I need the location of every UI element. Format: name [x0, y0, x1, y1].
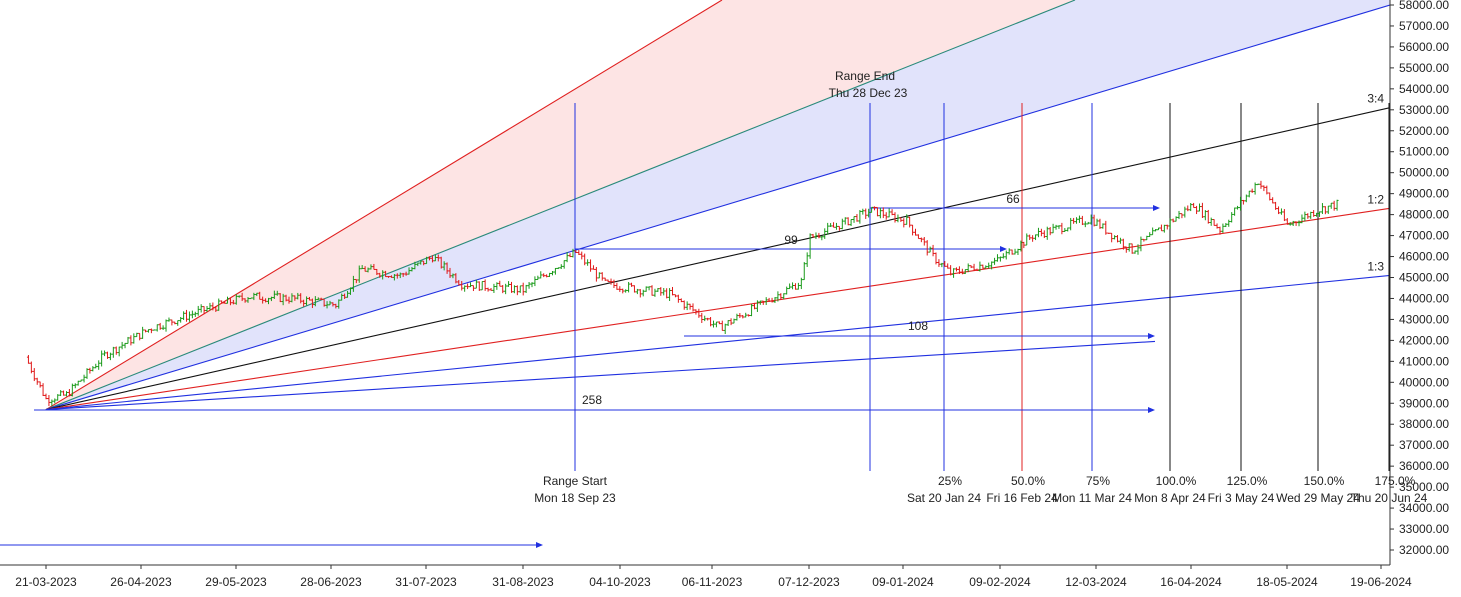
range-arrow-head [1148, 407, 1155, 413]
fan-line [45, 0, 723, 411]
range-start-date: Mon 18 Sep 23 [534, 491, 616, 505]
fan-label: 1:2 [1367, 192, 1384, 206]
x-tick-label: 12-03-2024 [1065, 575, 1127, 589]
y-tick-label: 54000.00 [1399, 82, 1449, 96]
fan-fill-blue [46, 0, 1390, 410]
y-tick-label: 34000.00 [1399, 501, 1449, 515]
y-tick-label: 52000.00 [1399, 124, 1449, 138]
x-tick-label: 06-11-2023 [682, 575, 743, 589]
arrow-label: 66 [1006, 192, 1020, 206]
x-tick-label: 09-01-2024 [872, 575, 934, 589]
y-tick-label: 38000.00 [1399, 417, 1449, 431]
arrow-label: 258 [582, 393, 602, 407]
y-tick-label: 48000.00 [1399, 208, 1449, 222]
y-tick-label: 33000.00 [1399, 522, 1449, 536]
y-tick-label: 41000.00 [1399, 354, 1449, 368]
y-tick-label: 42000.00 [1399, 333, 1449, 347]
x-tick-label: 29-05-2023 [205, 575, 267, 589]
range-end-date: Thu 28 Dec 23 [829, 86, 908, 100]
fan-label: 3:4 [1367, 92, 1384, 106]
y-tick-label: 40000.00 [1399, 375, 1449, 389]
y-tick-label: 58000.00 [1399, 0, 1449, 12]
fan-line [45, 274, 1390, 411]
x-tick-label: 04-10-2023 [589, 575, 651, 589]
axes-layer: 32000.00 33000.00 34000.00 35000.00 36000.00… [0, 0, 1449, 589]
range-end-label: Range End [835, 69, 895, 83]
fan-label: 1:3 [1367, 259, 1384, 273]
y-tick-label: 47000.00 [1399, 229, 1449, 243]
y-tick-label: 50000.00 [1399, 166, 1449, 180]
x-tick-label: 28-06-2023 [300, 575, 362, 589]
range-start-label: Range Start [543, 474, 608, 488]
x-tick-label: 31-08-2023 [492, 575, 554, 589]
projection-pct: 50.0% [1011, 474, 1045, 488]
y-tick-label: 32000.00 [1399, 543, 1449, 557]
arrow-label: 108 [908, 319, 928, 333]
range-arrow-head [1000, 246, 1007, 252]
y-tick-label: 55000.00 [1399, 61, 1449, 75]
annotations-layer: 1:1 3:4 1:2 1:3 Range Start Mon 18 Sep 23 Rang… [534, 0, 1427, 505]
y-tick-label: 57000.00 [1399, 19, 1449, 33]
x-tick-label: 07-12-2023 [778, 575, 840, 589]
projection-pct: 125.0% [1227, 474, 1268, 488]
y-tick-label: 43000.00 [1399, 312, 1449, 326]
x-tick-label: 26-04-2023 [110, 575, 172, 589]
y-tick-label: 36000.00 [1399, 459, 1449, 473]
projection-pct: 150.0% [1304, 474, 1345, 488]
x-tick-label: 09-02-2024 [969, 575, 1031, 589]
fan-line [45, 0, 1076, 411]
fan-lines-layer [45, 0, 1390, 411]
projection-pct: 75% [1086, 474, 1110, 488]
x-tick-label: 21-03-2023 [15, 575, 77, 589]
x-tick-label: 19-06-2024 [1350, 575, 1412, 589]
projection-date: Fri 16 Feb 24 [986, 491, 1058, 505]
candles-layer [26, 180, 1339, 407]
y-tick-label: 46000.00 [1399, 250, 1449, 264]
projection-date: Mon 8 Apr 24 [1134, 491, 1206, 505]
projection-pct: 175.0% [1375, 474, 1416, 488]
y-tick-label: 44000.00 [1399, 291, 1449, 305]
x-tick-label: 16-04-2024 [1160, 575, 1222, 589]
fan-line [45, 107, 1390, 411]
fan-label: 1:1 [1367, 0, 1384, 3]
range-arrow-head [1153, 205, 1160, 211]
range-arrow-head [536, 542, 543, 548]
fan-line [45, 207, 1390, 411]
y-tick-label: 45000.00 [1399, 271, 1449, 285]
y-tick-label: 51000.00 [1399, 145, 1449, 159]
x-tick-label: 18-05-2024 [1256, 575, 1318, 589]
x-tick-label: 31-07-2023 [395, 575, 457, 589]
y-tick-label: 35000.00 [1399, 480, 1449, 494]
projection-date: Mon 11 Mar 24 [1052, 491, 1132, 505]
y-tick-label: 53000.00 [1399, 103, 1449, 117]
y-tick-label: 49000.00 [1399, 187, 1449, 201]
projection-date: Sat 20 Jan 24 [907, 491, 981, 505]
range-arrow-head [1148, 333, 1155, 339]
projection-date: Wed 29 May 24 [1276, 491, 1360, 505]
y-tick-label: 37000.00 [1399, 438, 1449, 452]
projection-pct: 25% [938, 474, 962, 488]
fan-line [45, 4, 1390, 411]
fan-line [45, 340, 1156, 411]
projection-pct: 100.0% [1156, 474, 1197, 488]
arrow-label: 99 [784, 233, 798, 247]
projection-date: Fri 3 May 24 [1208, 491, 1275, 505]
y-tick-label: 56000.00 [1399, 40, 1449, 54]
projection-date: Thu 20 Jun 24 [1351, 491, 1428, 505]
fan-fill-layer [46, 0, 1390, 410]
y-tick-label: 39000.00 [1399, 396, 1449, 410]
